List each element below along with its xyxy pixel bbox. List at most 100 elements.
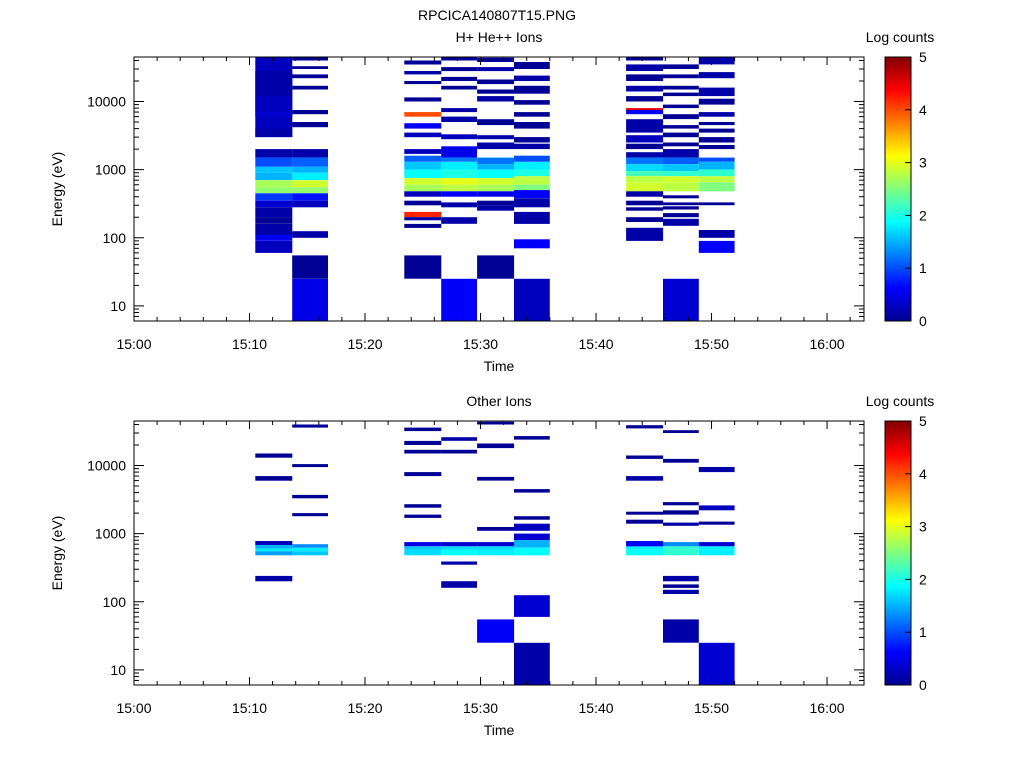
heatmap-cell: [477, 57, 515, 62]
heatmap-cell: [477, 184, 515, 192]
heatmap-cell: [698, 112, 735, 117]
heatmap-cell: [626, 519, 664, 524]
heatmap-cell: [404, 184, 442, 192]
heatmap-cell: [292, 200, 328, 208]
heatmap-cell: [477, 527, 515, 531]
heatmap-cell: [514, 155, 550, 162]
heatmap-cell: [255, 548, 293, 552]
colorbar-tick-label: 3: [919, 519, 927, 535]
heatmap-cell: [626, 200, 664, 206]
heatmap-cell: [404, 97, 442, 102]
heatmap-cell: [477, 142, 515, 150]
heatmap-cell: [514, 489, 550, 493]
heatmap-cell: [626, 191, 664, 197]
heatmap-cell: [514, 516, 550, 520]
heatmap-cell: [698, 202, 735, 206]
panel-other-ions: Other Ions 15:00 15:10 15:20 15:30 15:40 15:50…: [49, 393, 934, 738]
heatmap-cell: [514, 642, 550, 685]
figure-title: RPCICA140807T15.PNG: [418, 7, 576, 23]
heatmap-cell: [663, 206, 699, 210]
y-tick-label: 10: [110, 298, 126, 314]
heatmap-cell: [663, 125, 699, 129]
heatmap-cell: [404, 427, 442, 432]
heatmap-cell: [255, 180, 293, 188]
heatmap-cell: [514, 137, 550, 143]
plot-frame: [133, 56, 865, 322]
heatmap-cell: [477, 200, 515, 206]
heatmap-cell: [477, 67, 515, 72]
heatmap-cell: [404, 81, 442, 85]
heatmap-cell: [441, 76, 477, 81]
heatmap-cell: [698, 467, 735, 473]
heatmap-cell: [441, 191, 477, 197]
colorbar-label: Log counts: [866, 29, 935, 45]
panel-h-he-ions: H+ He++ Ions 15:00 15:10 15:20 15:30 15:40 15:…: [49, 29, 934, 374]
plot-frame: [133, 420, 865, 686]
heatmap-cell: [292, 149, 328, 158]
heatmap-cell: [626, 164, 664, 172]
heatmap-cell: [663, 104, 699, 109]
heatmap-cell: [663, 278, 699, 321]
heatmap-cell: [441, 85, 477, 90]
heatmap-cell: [441, 161, 477, 170]
x-tick-label: 15:20: [347, 336, 382, 352]
colorbar-tick-label: 1: [919, 260, 927, 276]
heatmap-cell: [514, 547, 550, 556]
heatmap-cell: [477, 443, 515, 449]
heatmap-cell: [404, 169, 442, 179]
heatmap-cell: [698, 230, 735, 238]
heatmap-cell: [255, 157, 293, 167]
heatmap-cell: [404, 542, 442, 547]
heatmap-cell: [441, 217, 477, 224]
heatmap-cell: [404, 123, 442, 129]
colorbar-tick-label: 2: [919, 571, 927, 587]
colorbar-tick-label: 1: [919, 624, 927, 640]
heatmap-cell: [477, 178, 515, 185]
heatmap-cell: [292, 157, 328, 167]
heatmap-cell: [698, 157, 735, 162]
heatmap-cell: [514, 190, 550, 199]
heatmap-cell: [477, 619, 515, 643]
heatmap-cell: [292, 551, 328, 556]
x-tick-label: 15:10: [232, 336, 267, 352]
heatmap-cell: [292, 424, 328, 428]
heatmap-cell: [404, 191, 442, 197]
x-tick-label: 15:30: [463, 700, 498, 716]
heatmap-cell: [441, 146, 477, 158]
heatmap-cell: [477, 135, 515, 140]
heatmap-cell: [255, 193, 293, 201]
heatmap-cell: [626, 152, 664, 158]
heatmap-cell: [514, 75, 550, 81]
heatmap-cell: [514, 595, 550, 617]
heatmap-cell: [441, 108, 477, 113]
heatmap-cell: [698, 122, 735, 126]
heatmap-cell: [292, 231, 328, 238]
heatmap-cell: [663, 132, 699, 138]
heatmap-cell: [663, 171, 699, 177]
heatmap-cell: [663, 213, 699, 218]
heatmap-cell: [477, 164, 515, 170]
heatmap-cell: [441, 437, 477, 441]
heatmap-cells: [255, 57, 735, 321]
heatmap-cell: [404, 60, 442, 65]
heatmap-cell: [663, 164, 699, 172]
heatmap-cell: [698, 240, 735, 253]
heatmap-cell: [477, 89, 515, 94]
colorbar-tick-label: 3: [919, 155, 927, 171]
heatmap-cell: [477, 255, 515, 279]
colorbar: [884, 56, 912, 322]
heatmap-cell: [626, 171, 664, 177]
heatmap-cell: [292, 85, 328, 90]
heatmap-cell: [404, 546, 442, 550]
heatmap-cell: [404, 514, 442, 518]
heatmap-cell: [255, 128, 293, 138]
heatmap-cell: [626, 74, 664, 81]
heatmap-cell: [626, 511, 664, 515]
colorbar-tick-label: 4: [919, 466, 927, 482]
heatmap-cell: [698, 521, 735, 525]
heatmap-cell: [441, 67, 477, 72]
heatmap-cell: [626, 108, 664, 110]
heatmap-cell: [477, 542, 515, 547]
heatmap-cell: [663, 157, 699, 165]
